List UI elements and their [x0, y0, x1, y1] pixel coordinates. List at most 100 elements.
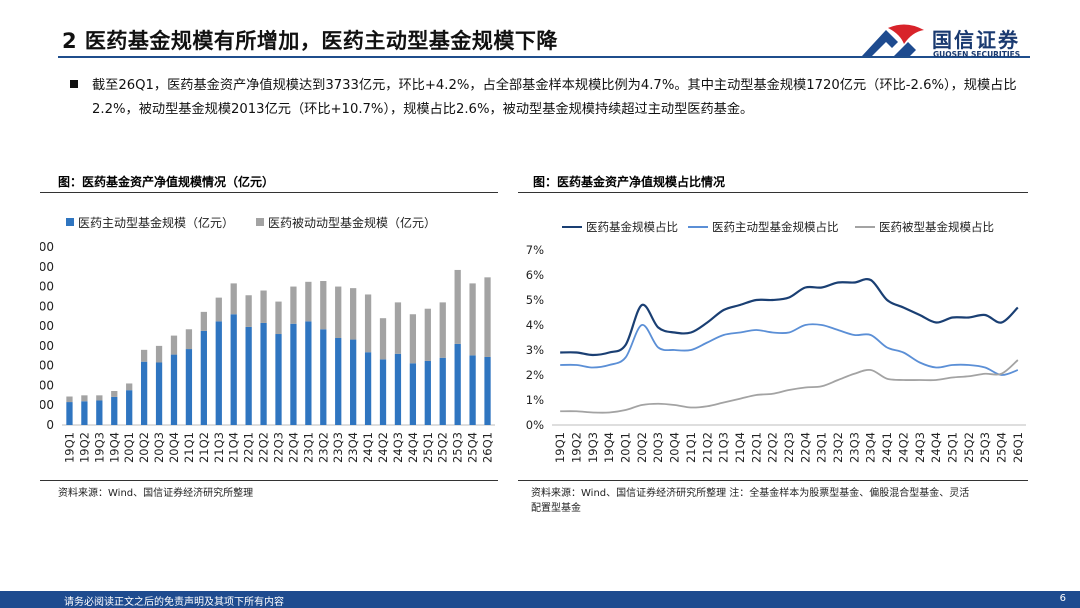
y-tick-label: 7%: [526, 243, 544, 257]
x-tick-label: 22Q4: [798, 432, 812, 463]
bar-active-22Q4: [290, 323, 297, 425]
y-tick-label: 1500: [40, 359, 54, 373]
x-tick-label: 22Q1: [749, 432, 763, 463]
legend-passive-label: 医药被动动型基金规模（亿元）: [268, 215, 436, 230]
bar-passive-25Q4: [469, 283, 476, 356]
bar-active-19Q3: [96, 400, 103, 425]
x-tick-label: 23Q4: [864, 432, 878, 463]
bar-active-25Q2: [439, 357, 446, 425]
bar-active-19Q1: [66, 402, 73, 425]
bar-passive-25Q2: [439, 302, 446, 358]
legend-label-0: 医药基金规模占比: [586, 220, 678, 234]
bar-passive-23Q3: [335, 286, 342, 338]
x-tick-label: 25Q4: [994, 432, 1008, 463]
x-tick-label: 24Q1: [361, 432, 375, 463]
x-tick-label: 19Q3: [586, 432, 600, 463]
bar-passive-24Q3: [394, 302, 402, 354]
y-tick-label: 3500: [40, 280, 54, 294]
right-figure-title: 图：医药基金资产净值规模占比情况: [533, 175, 726, 189]
x-tick-label: 24Q4: [929, 432, 943, 463]
x-tick-label: 20Q3: [651, 432, 665, 463]
y-tick-label: 1000: [40, 378, 54, 392]
x-tick-label: 25Q2: [436, 432, 450, 463]
bar-passive-25Q1: [424, 308, 431, 361]
left-figure-bottom-rule: [40, 480, 498, 481]
right-figure-source-line2: 配置型基金: [531, 503, 581, 514]
bar-passive-21Q1: [185, 329, 193, 350]
bar-passive-22Q1: [245, 295, 252, 327]
x-tick-label: 26Q1: [1011, 432, 1025, 463]
x-tick-label: 22Q2: [766, 432, 780, 463]
bar-active-23Q2: [320, 329, 327, 425]
y-tick-label: 4000: [40, 260, 54, 274]
x-tick-label: 20Q1: [619, 432, 633, 463]
y-tick-label: 0%: [526, 418, 544, 432]
guosen-logo-icon: [862, 24, 924, 56]
legend-label-1: 医药主动型基金规模占比: [712, 220, 839, 234]
bar-passive-19Q4: [111, 390, 118, 397]
x-tick-label: 24Q3: [913, 432, 927, 463]
x-tick-label: 20Q3: [152, 432, 166, 463]
bar-active-19Q2: [81, 401, 88, 425]
y-tick-label: 2%: [526, 368, 544, 382]
logo-chinese-name: 国信证券: [932, 28, 1020, 52]
x-tick-label: 19Q2: [77, 432, 91, 463]
x-tick-label: 21Q4: [733, 432, 747, 463]
bar-passive-21Q4: [230, 283, 237, 315]
y-tick-label: 1%: [526, 393, 544, 407]
x-tick-label: 24Q1: [880, 432, 894, 463]
bar-active-22Q3: [275, 334, 282, 425]
x-tick-label: 23Q1: [815, 432, 829, 463]
x-tick-label: 25Q4: [466, 432, 480, 463]
x-tick-label: 24Q4: [406, 432, 420, 463]
x-tick-label: 21Q2: [700, 432, 714, 463]
footer-bar: 请务必阅读正文之后的免责声明及其项下所有内容 6: [0, 591, 1080, 608]
x-tick-label: 22Q3: [272, 432, 286, 463]
x-tick-label: 21Q1: [684, 432, 698, 463]
x-tick-label: 25Q3: [978, 432, 992, 463]
page-title: 2 医药基金规模有所增加，医药主动型基金规模下降: [62, 29, 558, 53]
x-tick-label: 23Q4: [346, 432, 360, 463]
y-tick-label: 2000: [40, 339, 54, 353]
bar-passive-19Q2: [81, 395, 88, 402]
y-tick-label: 4%: [526, 318, 544, 332]
bar-active-25Q1: [424, 360, 431, 425]
bar-active-20Q4: [170, 354, 178, 425]
bar-passive-19Q3: [96, 395, 103, 401]
x-tick-label: 23Q2: [316, 432, 330, 463]
x-tick-label: 22Q1: [242, 432, 256, 463]
x-tick-label: 21Q1: [182, 432, 196, 463]
bar-passive-22Q3: [275, 301, 282, 335]
bar-passive-20Q4: [170, 335, 178, 355]
summary-text: 截至26Q1，医药基金资产净值规模达到3733亿元，环比+4.2%，占全部基金样…: [92, 78, 1017, 117]
bar-passive-25Q3: [454, 269, 461, 344]
y-tick-label: 3%: [526, 343, 544, 357]
bar-active-24Q3: [394, 353, 402, 425]
series-line-1: [560, 323, 1019, 376]
x-tick-label: 19Q4: [107, 432, 121, 463]
line-chart: 医药基金规模占比 医药主动型基金规模占比 医药被型基金规模占比 0% 1% 2% 3% 4% 5…: [526, 220, 1026, 463]
bar-active-20Q3: [155, 362, 163, 425]
x-tick-label: 23Q1: [301, 432, 315, 463]
bar-passive-22Q2: [260, 290, 267, 323]
x-tick-label: 24Q3: [391, 432, 405, 463]
bar-active-24Q2: [379, 359, 387, 425]
bar-active-21Q1: [185, 349, 193, 425]
right-figure-bottom-rule: [518, 480, 1028, 481]
bar-active-23Q1: [305, 321, 312, 425]
bar-passive-24Q1: [364, 294, 372, 353]
x-tick-label: 19Q2: [570, 432, 584, 463]
x-tick-label: 25Q1: [421, 432, 435, 463]
x-tick-label: 23Q3: [331, 432, 345, 463]
y-tick-label: 6%: [526, 268, 544, 282]
bar-passive-19Q1: [66, 396, 73, 403]
bar-passive-24Q4: [409, 314, 417, 364]
left-figure-top-rule: [40, 192, 498, 193]
x-tick-label: 26Q1: [481, 432, 495, 463]
bar-passive-26Q1: [484, 277, 491, 357]
y-tick-label: 3000: [40, 299, 54, 313]
summary-bullet: 截至26Q1，医药基金资产净值规模达到3733亿元，环比+4.2%，占全部基金样…: [70, 74, 1020, 122]
y-tick-label: 2500: [40, 319, 54, 333]
x-tick-label: 21Q2: [197, 432, 211, 463]
right-figure-top-rule: [518, 192, 1028, 193]
